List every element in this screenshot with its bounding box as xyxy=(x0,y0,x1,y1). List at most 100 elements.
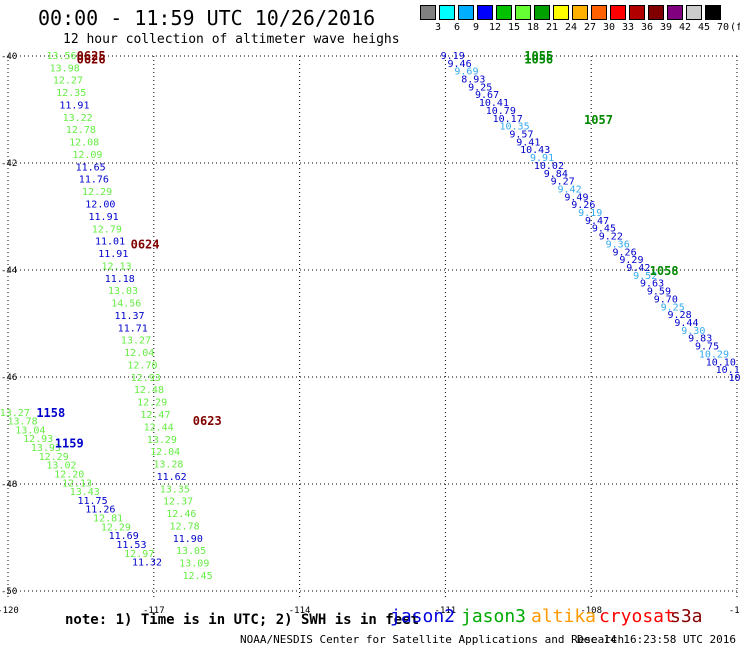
pass-time-label: 0625 xyxy=(77,49,106,63)
longitude-label: -111 xyxy=(435,606,457,616)
swh-value: 13.02 xyxy=(46,461,76,472)
legend-label: 6 xyxy=(453,22,461,33)
legend-swatch xyxy=(591,5,607,20)
swh-value: 9.83 xyxy=(688,334,712,345)
swh-value: 11.26 xyxy=(85,505,115,516)
swh-value: 9.26 xyxy=(613,247,637,258)
swh-value: 11.91 xyxy=(59,100,89,111)
swh-value: 9.42 xyxy=(558,184,582,195)
swh-value: 10.02 xyxy=(534,161,564,172)
pass-time-label: 1056 xyxy=(524,53,553,67)
swh-value: 13.29 xyxy=(147,435,177,446)
legend-label: 45 xyxy=(697,22,711,33)
swh-value: 9.91 xyxy=(530,153,554,164)
legend-swatch xyxy=(648,5,664,20)
longitude-label: -117 xyxy=(143,606,165,616)
swh-value: 9.27 xyxy=(551,177,575,188)
swh-value: 12.78 xyxy=(66,125,96,136)
legend-label: 3 xyxy=(434,22,442,33)
latitude-label: -46 xyxy=(1,373,17,383)
swh-value: 10.10 xyxy=(706,357,736,368)
swh-value: 9.59 xyxy=(647,287,671,298)
swh-value: 11.69 xyxy=(109,531,139,542)
swh-value: 12.27 xyxy=(53,76,83,87)
legend-label: 70 xyxy=(716,22,730,33)
swh-value: 12.78 xyxy=(170,521,200,532)
swh-value: 11.01 xyxy=(95,237,125,248)
swh-value: 11.90 xyxy=(173,534,203,545)
swh-value: 11.53 xyxy=(116,540,146,551)
legend-swatch xyxy=(534,5,550,20)
swh-value: 12.45 xyxy=(182,571,212,582)
swh-value: 9.42 xyxy=(626,263,650,274)
swh-value: 12.29 xyxy=(82,187,112,198)
swh-value: 12.70 xyxy=(127,360,157,371)
map-title: 00:00 - 11:59 UTC 10/26/2016 xyxy=(38,6,376,30)
generation-timestamp: Dec 14 16:23:58 UTC 2016 xyxy=(577,633,736,646)
legend-label: 9 xyxy=(472,22,480,33)
swh-value: 9.70 xyxy=(654,294,678,305)
swh-value: 12.29 xyxy=(39,452,69,463)
swh-value: 12.29 xyxy=(101,522,131,533)
swh-value: 13.43 xyxy=(70,487,100,498)
satellite-name: cryosat xyxy=(599,606,675,627)
swh-value: 10.35 xyxy=(500,122,530,133)
swh-value: 13.28 xyxy=(153,460,183,471)
swh-value: 9.25 xyxy=(661,302,685,313)
legend-swatch xyxy=(610,5,626,20)
swh-value: 12.46 xyxy=(166,509,196,520)
latitude-label: -50 xyxy=(1,587,17,597)
swh-value: 9.52 xyxy=(633,271,657,282)
swh-value: 12.44 xyxy=(144,422,174,433)
swh-value: 9.69 xyxy=(454,67,478,78)
swh-value: 13.56 xyxy=(46,51,76,62)
swh-value: 9.25 xyxy=(468,82,492,93)
swh-value: 9.67 xyxy=(475,90,499,101)
swh-value: 11.91 xyxy=(89,212,119,223)
swh-value: 13.93 xyxy=(31,443,61,454)
swh-value: 12.37 xyxy=(163,497,193,508)
legend-label: 30 xyxy=(602,22,616,33)
swh-value: 12.79 xyxy=(92,224,122,235)
swh-value: 9.28 xyxy=(668,310,692,321)
latitude-label: -48 xyxy=(1,480,17,490)
swh-value: 11.71 xyxy=(118,323,148,334)
legend-label: 15 xyxy=(507,22,521,33)
swh-value: 9.19 xyxy=(578,208,602,219)
swh-value: 12.09 xyxy=(72,150,102,161)
legend-label: 36 xyxy=(640,22,654,33)
swh-value: 13.09 xyxy=(179,559,209,570)
swh-value: 10.41 xyxy=(479,98,509,109)
footer-note: note: 1) Time is in UTC; 2) SWH is in fe… xyxy=(65,612,420,628)
swh-value: 9.84 xyxy=(544,169,568,180)
legend-label: 33 xyxy=(621,22,635,33)
swh-value: 11.65 xyxy=(76,162,106,173)
swh-value: 9.46 xyxy=(448,59,472,70)
legend-label: 18 xyxy=(526,22,540,33)
swh-value: 9.26 xyxy=(571,200,595,211)
swh-value: 10.29 xyxy=(699,349,729,360)
legend-label: 24 xyxy=(564,22,578,33)
swh-value: 12.29 xyxy=(137,398,167,409)
swh-value: 13.27 xyxy=(0,408,30,419)
pass-time-label: 0623 xyxy=(193,414,222,428)
legend-swatch xyxy=(496,5,512,20)
swh-value: 12.93 xyxy=(23,434,53,445)
swh-value: 11.91 xyxy=(98,249,128,260)
swh-value: 8.93 xyxy=(461,74,485,85)
swh-value: 10.43 xyxy=(520,145,550,156)
satellite-name: jason3 xyxy=(461,606,527,627)
legend-swatch xyxy=(439,5,455,20)
longitude-label: -10 xyxy=(729,606,740,616)
longitude-label: -114 xyxy=(289,606,311,616)
swh-value: 12.93 xyxy=(131,373,161,384)
swh-value: 13.78 xyxy=(8,417,38,428)
swh-value: 9.30 xyxy=(681,326,705,337)
pass-time-label: 1159 xyxy=(55,436,84,450)
credit-line: NOAA/NESDIS Center for Satellite Applica… xyxy=(240,633,625,646)
legend-swatch xyxy=(458,5,474,20)
longitude-label: -108 xyxy=(580,606,602,616)
swh-value: 9.57 xyxy=(509,129,533,140)
swh-value: 9.63 xyxy=(640,279,664,290)
